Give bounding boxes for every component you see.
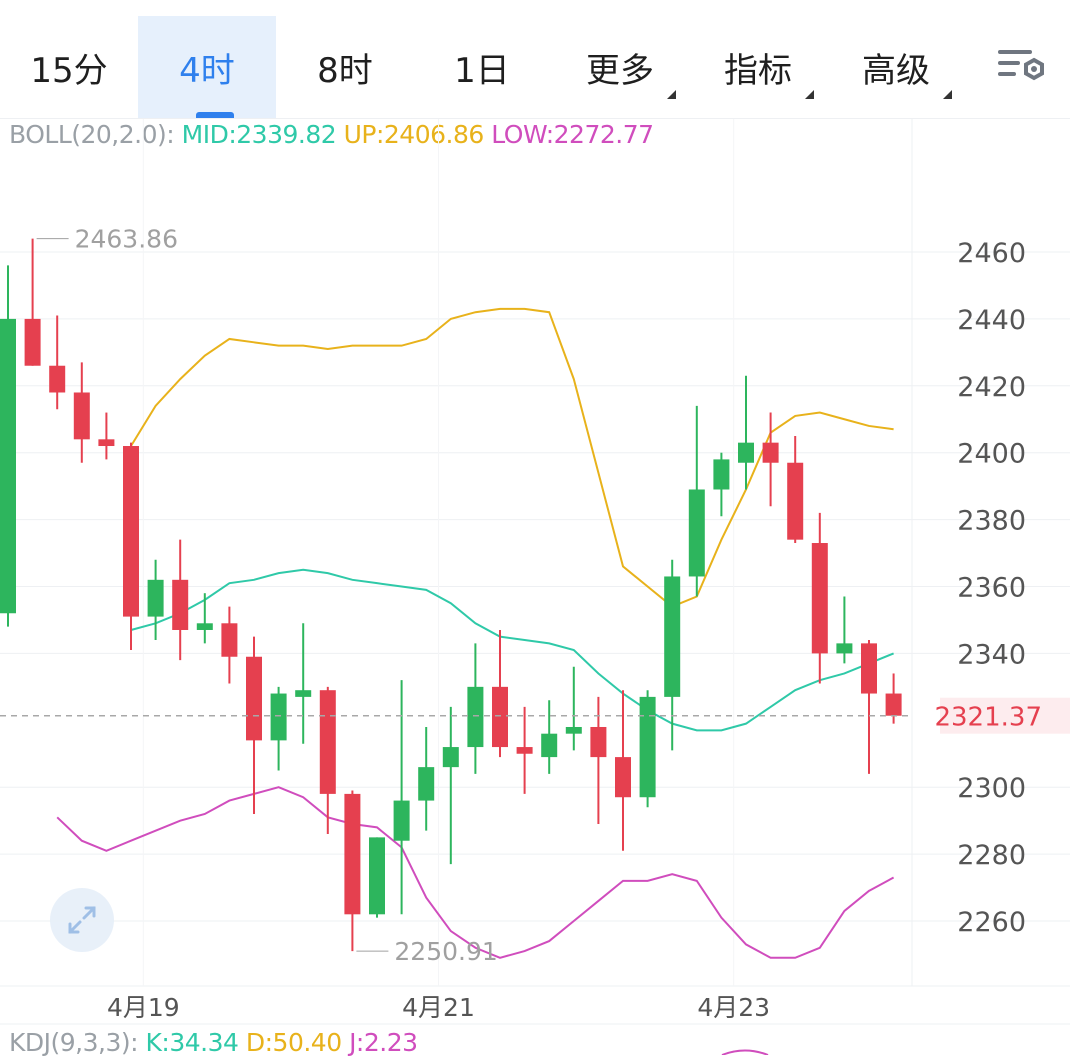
candle-down xyxy=(885,693,902,716)
candle-up xyxy=(147,579,164,617)
kdj-legend-j: J:2.23 xyxy=(349,1028,418,1057)
candle-up xyxy=(713,459,730,490)
tab-高级[interactable]: 高级 xyxy=(827,16,965,118)
chart-settings-icon xyxy=(998,50,1044,81)
x-tick-label: 4月19 xyxy=(107,993,180,1022)
tab-指标[interactable]: 指标 xyxy=(689,16,827,118)
kdj-curve xyxy=(721,1049,769,1055)
boll-legend-name: BOLL(20,2.0): xyxy=(9,120,175,149)
y-tick-label: 2460 xyxy=(957,238,1026,269)
kdj-legend: KDJ(9,3,3): K:34.34 D:50.40 J:2.23 xyxy=(9,1028,418,1057)
y-tick-label: 2420 xyxy=(957,372,1026,403)
tab-label: 更多 xyxy=(586,50,654,91)
tab-15分[interactable]: 15分 xyxy=(0,16,138,118)
kdj-legend-d: D:50.40 xyxy=(245,1028,342,1057)
candle-up xyxy=(664,576,681,697)
boll-legend: BOLL(20,2.0): MID:2339.82 UP:2406.86 LOW… xyxy=(9,120,654,149)
expand-chart-button[interactable] xyxy=(50,888,114,952)
candle-down xyxy=(73,392,90,440)
active-tab-indicator xyxy=(196,112,234,118)
low-marker-label: 2250.91 xyxy=(394,937,497,966)
boll-up-line xyxy=(130,307,894,608)
tab-8时[interactable]: 8时 xyxy=(276,16,414,118)
tab-label: 指标 xyxy=(724,50,792,91)
last-price-tag-bg xyxy=(940,697,1070,734)
tab-label: 15分 xyxy=(30,50,108,91)
candle-down xyxy=(344,793,361,915)
candle-down xyxy=(787,462,804,540)
candle-down xyxy=(319,690,336,794)
candle-up xyxy=(418,767,435,801)
tab-4时[interactable]: 4时 xyxy=(138,16,276,118)
candle-up xyxy=(738,442,754,463)
tab-label: 4时 xyxy=(179,50,235,91)
candle-up xyxy=(565,726,582,734)
candle-up xyxy=(196,623,213,630)
candle-down xyxy=(861,643,877,694)
boll-mid-line xyxy=(130,568,894,732)
candle-up xyxy=(688,489,705,577)
last-price-label: 2321.37 xyxy=(934,703,1042,733)
candle-down xyxy=(221,623,238,657)
candle-up xyxy=(270,693,287,741)
chart-settings-button[interactable] xyxy=(996,48,1048,88)
x-tick-label: 4月21 xyxy=(402,993,475,1022)
boll-low-line xyxy=(56,786,895,959)
candle-down xyxy=(590,726,607,758)
expand-arrows-icon xyxy=(68,906,96,934)
dropdown-caret-icon xyxy=(943,90,952,99)
candle-up xyxy=(541,733,558,758)
tab-label: 8时 xyxy=(317,50,373,91)
tab-label: 高级 xyxy=(862,50,930,91)
y-tick-label: 2340 xyxy=(957,639,1026,670)
candle-up xyxy=(836,643,853,654)
y-tick-label: 2300 xyxy=(957,773,1026,804)
y-tick-label: 2280 xyxy=(957,840,1026,871)
candle-down xyxy=(172,579,189,630)
candle-up xyxy=(639,696,656,798)
kdj-legend-k: K:34.34 xyxy=(145,1028,239,1057)
candle-down xyxy=(49,365,66,393)
y-tick-label: 2260 xyxy=(957,907,1026,938)
candle-down xyxy=(762,442,779,463)
candle-down xyxy=(811,543,828,654)
boll-legend-low: LOW:2272.77 xyxy=(491,120,654,149)
dropdown-caret-icon xyxy=(805,90,814,99)
candle-up xyxy=(467,686,484,748)
tab-label: 1日 xyxy=(454,50,510,91)
candle-down xyxy=(98,439,115,447)
kdj-legend-name: KDJ(9,3,3): xyxy=(9,1028,139,1057)
y-tick-label: 2400 xyxy=(957,439,1026,470)
x-tick-label: 4月23 xyxy=(697,993,770,1022)
candle-down xyxy=(123,446,139,617)
tab-更多[interactable]: 更多 xyxy=(551,16,689,118)
candle-down xyxy=(492,686,508,748)
candle-down xyxy=(615,757,631,798)
tab-1日[interactable]: 1日 xyxy=(413,16,551,118)
candle-up xyxy=(442,747,459,768)
candle-up xyxy=(369,837,385,915)
dropdown-caret-icon xyxy=(667,90,676,99)
header-divider xyxy=(0,118,1070,119)
y-tick-label: 2440 xyxy=(957,305,1026,336)
candle-down xyxy=(246,656,262,741)
candle-down xyxy=(516,747,533,754)
candle-up xyxy=(0,318,16,614)
timeframe-tab-bar: 15分 4时 8时 1日 更多 指标 高级 xyxy=(0,0,1070,118)
candle-down xyxy=(24,318,41,366)
boll-legend-mid: MID:2339.82 xyxy=(181,120,337,149)
y-tick-label: 2360 xyxy=(957,573,1026,604)
candle-up xyxy=(393,800,410,841)
high-marker-label: 2463.86 xyxy=(75,225,178,254)
y-tick-label: 2380 xyxy=(957,506,1026,537)
boll-legend-up: UP:2406.86 xyxy=(343,120,485,149)
candle-up xyxy=(295,690,312,697)
